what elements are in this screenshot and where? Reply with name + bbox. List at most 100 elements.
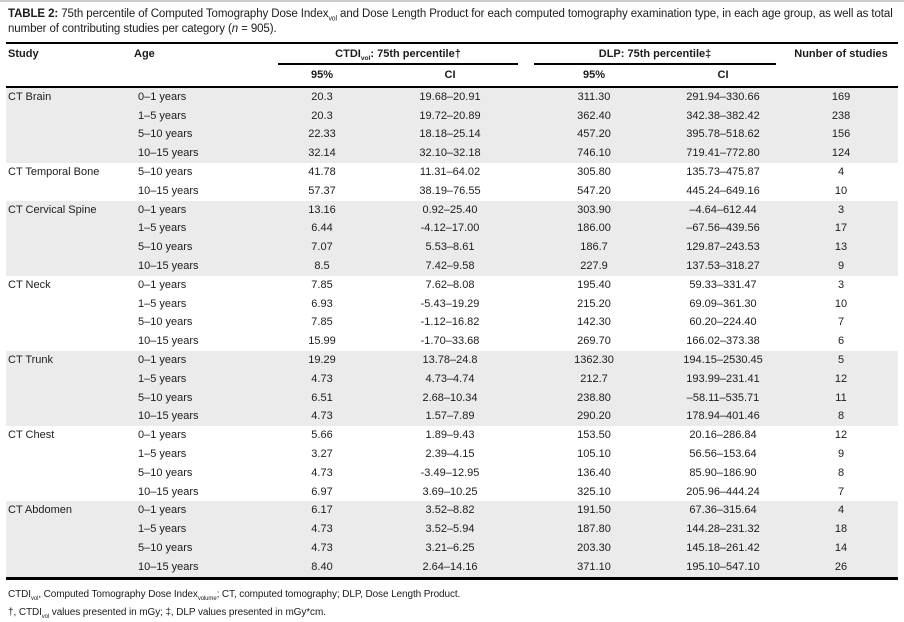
dlp-95-cell: 215.20 [577, 297, 611, 310]
ctdi-95-cell: 4.73 [311, 466, 333, 479]
n-studies-cell: 6 [837, 335, 845, 348]
footnote-text: CTDI [8, 588, 31, 600]
study-cell [6, 388, 132, 408]
n-studies-cell: 11 [784, 388, 899, 408]
n-studies-cell: 9 [837, 448, 845, 461]
dlp-95-cell: 105.10 [577, 448, 611, 461]
ctdi-label-subscript: vol [360, 55, 371, 63]
age-cell: 0–1 years [132, 200, 270, 220]
dlp-95-cell: 746.10 [526, 144, 662, 164]
table-row: 5–10 years 7.85 -1.12–16.82 142.30 60.20… [6, 313, 898, 332]
study-cell [6, 313, 132, 332]
footnote-text: ; CT, computed tomography; DLP, Dose Len… [216, 588, 461, 600]
ctdi-95-cell: 6.44 [270, 219, 374, 239]
dlp-95-cell: 186.7 [526, 238, 662, 258]
n-studies-cell: 3 [837, 278, 845, 291]
age-cell: 1–5 years [138, 448, 187, 461]
dlp-ci-cell: 342.38–382.42 [662, 106, 785, 126]
ctdi-ci-cell: 4.73–4.74 [374, 369, 526, 389]
ctdi-ci-cell: 18.18–25.14 [374, 125, 526, 145]
dlp-ci-cell: 135.73–475.87 [686, 166, 760, 179]
dlp-95-cell: 457.20 [526, 125, 662, 145]
ctdi-ci-cell: 7.62–8.08 [425, 278, 475, 291]
dlp-ci-cell: 137.53–318.27 [662, 257, 785, 276]
ctdi-95-cell: 22.33 [270, 125, 374, 145]
study-cell: CT Temporal Bone [8, 166, 100, 179]
n-studies-cell: 7 [837, 485, 845, 498]
dlp-95-cell: 227.9 [526, 257, 662, 276]
ctdi-ci-cell: -1.12–16.82 [420, 316, 480, 329]
dlp-95-cell: 303.90 [526, 200, 662, 220]
age-cell: 10–15 years [132, 557, 270, 579]
column-header-number-of-studies: Nunber of studies [784, 42, 899, 88]
ctdi-95-cell: 41.78 [308, 166, 336, 179]
study-cell [6, 369, 132, 389]
n-studies-cell: 26 [784, 557, 899, 579]
dlp-ci-cell: 145.18–261.42 [662, 539, 785, 558]
dlp-95-cell: 212.7 [526, 369, 662, 389]
n-studies-cell: 7 [837, 316, 845, 329]
dlp-95-cell: 191.50 [526, 501, 662, 521]
ctdi-95-cell: 4.73 [270, 539, 374, 558]
dlp-ci-cell: 193.99–231.41 [662, 369, 785, 389]
table-body: CT Brain 0–1 years 20.3 19.68–20.91 311.… [6, 86, 899, 579]
n-studies-cell: 12 [784, 369, 899, 389]
dlp-95-cell: 186.00 [526, 219, 662, 239]
ctdi-ci-cell: 32.10–32.18 [374, 144, 526, 164]
age-cell: 10–15 years [132, 407, 270, 427]
ctdi-ci-cell: 1.89–9.43 [425, 429, 475, 442]
n-studies-cell: 12 [834, 429, 848, 442]
ctdi-ci-cell: 2.39–4.15 [425, 448, 475, 461]
dlp-95-cell: 1362.30 [526, 351, 662, 370]
column-header-age: Age [132, 42, 270, 88]
table-row: 5–10 years 22.33 18.18–25.14 457.20 395.… [6, 125, 899, 145]
dlp-95-cell: 269.70 [577, 335, 611, 348]
dlp-group-label: DLP: 75th percentile‡ [534, 48, 777, 65]
ctdi-95-cell: 57.37 [308, 184, 336, 197]
footnote-subscript-vol: vol [41, 613, 50, 620]
table-row: 10–15 years 8.40 2.64–14.16 371.10 195.1… [6, 557, 899, 579]
dlp-95-cell: 371.10 [526, 557, 662, 579]
study-cell: CT Cervical Spine [6, 200, 132, 220]
age-cell: 1–5 years [132, 219, 270, 239]
subheader-ctdi-95: 95% [270, 64, 374, 88]
column-group-dlp: DLP: 75th percentile‡ [526, 43, 784, 65]
ctdi-ci-cell: 5.53–8.61 [374, 238, 526, 258]
n-studies-cell: 124 [784, 144, 899, 164]
dlp-ci-cell: 129.87–243.53 [662, 238, 785, 258]
dlp-ci-cell: 445.24–649.16 [686, 184, 760, 197]
dlp-ci-cell: –4.64–612.44 [662, 200, 785, 220]
subheader-dlp-ci: CI [662, 64, 785, 88]
title-text-2: and Dose Length Product for each compute… [8, 8, 893, 35]
title-text-1: 75th percentile of Computed Tomography D… [58, 8, 329, 20]
study-cell [6, 257, 132, 276]
dlp-ci-cell: 85.90–186.90 [689, 466, 757, 479]
dlp-95-cell: 136.40 [577, 466, 611, 479]
ctdi-95-cell: 8.40 [270, 557, 374, 579]
table-row: 1–5 years 3.27 2.39–4.15 105.10 56.56–15… [6, 445, 898, 464]
dlp-ci-cell: 60.20–224.40 [689, 316, 757, 329]
table-row: 5–10 years 7.07 5.53–8.61 186.7 129.87–2… [6, 238, 899, 258]
age-cell: 10–15 years [138, 335, 199, 348]
table-row: CT Trunk 0–1 years 19.29 13.78–24.8 1362… [6, 351, 899, 370]
dlp-ci-cell: 195.10–547.10 [662, 557, 785, 579]
study-cell [6, 182, 132, 201]
footnote-text: , Computed Tomography Dose Index [38, 588, 198, 600]
table-row: CT Cervical Spine 0–1 years 13.16 0.92–2… [6, 200, 899, 220]
ctdi-95-cell: 7.85 [311, 278, 333, 291]
table-row: 10–15 years 57.37 38.19–76.55 547.20 445… [6, 182, 898, 201]
ctdi-ci-cell: 3.52–5.94 [374, 520, 526, 539]
ctdi-group-label: CTDIvol: 75th percentile† [278, 48, 518, 65]
ctdi-ci-cell: -4.12–17.00 [374, 219, 526, 239]
study-cell [6, 407, 132, 427]
table-row: 5–10 years 6.51 2.68–10.34 238.80 –58.11… [6, 388, 899, 408]
age-cell: 5–10 years [132, 388, 270, 408]
ctdi-ci-cell: 3.21–6.25 [374, 539, 526, 558]
study-cell [6, 464, 132, 483]
ctdi-ci-cell: 1.57–7.89 [374, 407, 526, 427]
ctdi-ci-cell: 3.52–8.82 [374, 501, 526, 521]
n-studies-cell: 4 [837, 166, 845, 179]
study-cell [6, 219, 132, 239]
table-row: 10–15 years 32.14 32.10–32.18 746.10 719… [6, 144, 899, 164]
